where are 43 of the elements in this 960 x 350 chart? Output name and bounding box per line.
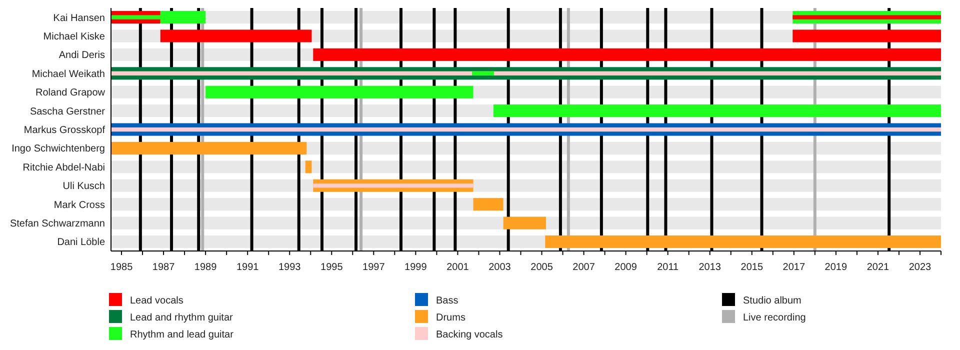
- y-tick-label: Ingo Schwichtenberg: [12, 144, 105, 155]
- legend-label: Drums: [436, 312, 466, 324]
- x-tick-label: 2021: [866, 262, 890, 273]
- legend-label: Backing vocals: [436, 330, 503, 340]
- x-tick-label: 1995: [320, 262, 344, 273]
- y-tick-label: Michael Weikath: [32, 68, 105, 80]
- y-tick-label: Stefan Schwarzmann: [10, 218, 105, 230]
- x-tick-label: 1993: [278, 262, 302, 273]
- legend-label: Lead vocals: [130, 296, 184, 306]
- x-tick-label: 1987: [152, 262, 176, 273]
- x-tick-label: 2011: [657, 262, 680, 273]
- x-tick-label: 1989: [194, 262, 218, 273]
- x-tick-label: 1991: [236, 262, 260, 273]
- y-tick-label: Uli Kusch: [62, 181, 105, 192]
- x-tick-label: 2015: [740, 262, 764, 273]
- x-tick-label: 1999: [404, 262, 428, 273]
- x-tick-label: 2007: [572, 262, 596, 273]
- y-tick-label: Sascha Gerstner: [30, 106, 106, 118]
- x-tick-label: 2019: [824, 262, 848, 273]
- y-tick-label: Andi Deris: [58, 50, 105, 62]
- x-tick-label: 2003: [488, 262, 512, 273]
- y-tick-label: Mark Cross: [54, 200, 105, 211]
- x-tick-label: 2017: [782, 262, 806, 273]
- legend-label: Live recording: [743, 312, 806, 324]
- x-tick-label: 2009: [614, 262, 638, 273]
- x-tick-label: 2013: [698, 262, 722, 273]
- x-tick-label: 2005: [530, 262, 554, 273]
- y-tick-label: Dani Löble: [57, 237, 106, 248]
- bar: [111, 127, 941, 132]
- y-tick-label: Michael Kiske: [43, 31, 106, 42]
- legend-label: Lead and rhythm guitar: [130, 312, 234, 324]
- legend-label: Studio album: [743, 296, 802, 306]
- x-tick-label: 1997: [362, 262, 386, 273]
- bar: [111, 71, 941, 76]
- x-tick-label: 1985: [110, 262, 134, 273]
- x-tick-label: 2001: [446, 262, 470, 273]
- legend-label: Rhythm and lead guitar: [130, 330, 234, 340]
- y-tick-label: Markus Grosskopf: [24, 125, 106, 136]
- y-tick-label: Kai Hansen: [53, 12, 105, 24]
- y-tick-label: Ritchie Abdel-Nabi: [22, 162, 105, 174]
- legend-label: Bass: [436, 296, 458, 306]
- x-tick-label: 2023: [908, 262, 932, 273]
- y-tick-label: Roland Grapow: [36, 88, 106, 99]
